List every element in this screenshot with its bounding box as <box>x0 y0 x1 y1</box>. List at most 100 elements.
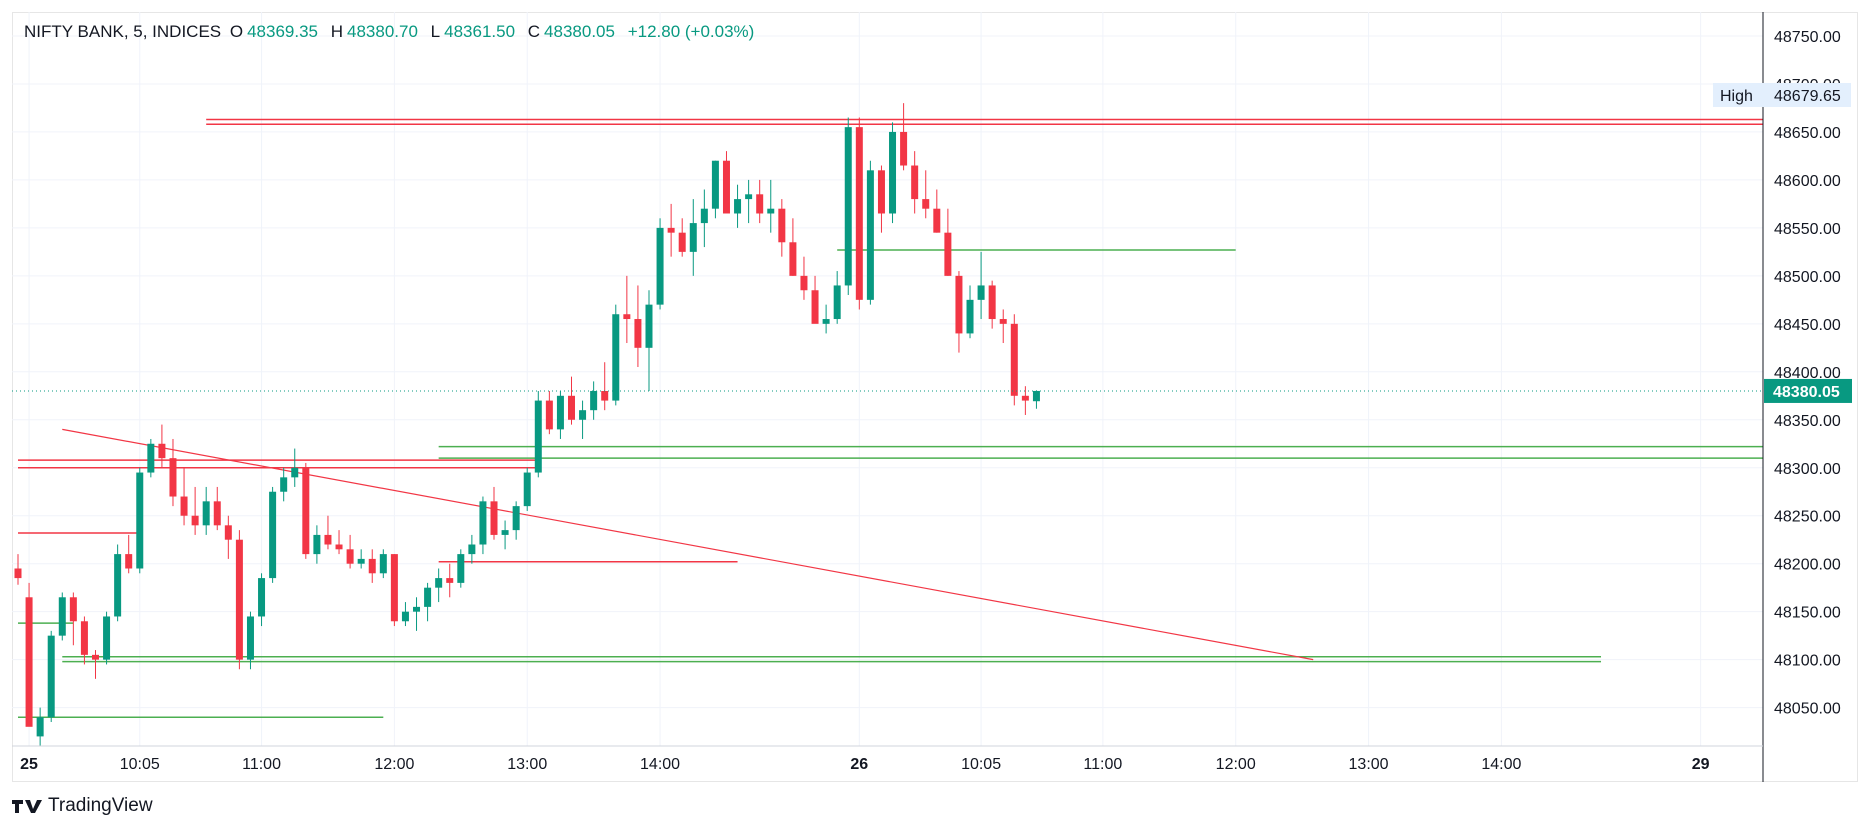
price-tick: 48550.00 <box>1774 221 1841 238</box>
candle <box>47 630 55 723</box>
candle-body <box>711 160 719 209</box>
trend-line[interactable] <box>62 428 1314 661</box>
price-tick: 48200.00 <box>1774 557 1841 574</box>
grid-lines <box>12 12 1763 746</box>
open-value-group: O 48369.35 <box>230 22 322 41</box>
candle-body <box>147 443 155 473</box>
candle <box>169 438 177 507</box>
candle <box>667 203 675 257</box>
candle <box>313 525 321 564</box>
candle <box>833 271 841 324</box>
candle-body <box>944 232 952 276</box>
candle <box>645 290 653 391</box>
candle <box>69 592 77 646</box>
candle-body <box>579 410 587 420</box>
high-key: H <box>330 22 344 41</box>
time-tick: 14:00 <box>1481 756 1521 773</box>
candle-body <box>390 554 398 622</box>
candle <box>413 597 421 631</box>
candle <box>191 486 199 535</box>
candle <box>656 218 664 310</box>
last-price-label: 48380.05 <box>1773 384 1840 401</box>
candle <box>579 400 587 439</box>
last-price-bg <box>1764 378 1852 403</box>
candle-body <box>590 390 598 411</box>
candle-body <box>756 194 764 214</box>
time-tick: 10:05 <box>120 756 160 773</box>
price-axis[interactable]: 48750.0048700.0048650.0048600.0048550.00… <box>1774 29 1841 718</box>
chart-frame <box>12 12 1858 782</box>
candle <box>235 530 243 670</box>
time-tick: 29 <box>1692 756 1710 773</box>
brand-name: TradingView <box>48 795 153 816</box>
candle-body <box>789 242 797 276</box>
candle-body <box>180 496 188 516</box>
candle <box>125 534 133 574</box>
candle-body <box>734 199 742 214</box>
price-tick: 48350.00 <box>1774 413 1841 430</box>
candle-body <box>667 227 675 233</box>
candle <box>25 582 33 727</box>
candle <box>213 486 221 531</box>
candle-body <box>977 285 985 300</box>
candle-body <box>25 597 33 727</box>
candle-body <box>966 299 974 334</box>
time-tick: 11:00 <box>1083 756 1122 773</box>
candle-body <box>545 400 553 430</box>
candle-body <box>479 501 487 545</box>
candle-body <box>678 232 686 252</box>
price-chart[interactable]: 48750.0048700.0048650.0048600.0048550.00… <box>0 0 1870 790</box>
candle <box>944 208 952 276</box>
time-tick: 12:00 <box>374 756 414 773</box>
candle-body <box>689 223 697 252</box>
candle <box>855 117 863 310</box>
price-tick: 48450.00 <box>1774 317 1841 334</box>
close-key: C <box>527 22 541 41</box>
candle <box>590 381 598 420</box>
candle <box>346 534 354 569</box>
candle-body <box>291 467 299 478</box>
candle <box>14 554 22 585</box>
candle-body <box>855 127 863 300</box>
candle-body <box>556 395 564 430</box>
candle <box>811 275 819 324</box>
candle-body <box>612 314 620 401</box>
time-axis[interactable]: 25 10:05 11:00 12:00 13:00 14:00 26 10:05 11:00 1… <box>20 756 1709 773</box>
candle-body <box>258 578 266 617</box>
candle <box>180 467 188 526</box>
candle-body <box>136 472 144 569</box>
candle-body <box>313 534 321 555</box>
candle-body <box>368 558 376 574</box>
candle <box>711 160 719 219</box>
candle-body <box>224 525 232 540</box>
close-value: 48380.05 <box>544 22 615 41</box>
candle-body <box>346 549 354 564</box>
candle-body <box>722 160 730 214</box>
candle-body <box>512 506 520 531</box>
price-tick: 48300.00 <box>1774 461 1841 478</box>
price-tick: 48150.00 <box>1774 605 1841 622</box>
candle <box>866 160 874 305</box>
open-key: O <box>229 22 244 41</box>
candle-body <box>700 208 708 224</box>
candle <box>789 218 797 276</box>
candle-body <box>501 530 509 535</box>
candle <box>114 544 122 622</box>
footer-brand[interactable]: TradingView <box>12 795 153 817</box>
candle-body <box>833 285 841 320</box>
high-marker: High 48679.65 <box>1713 83 1851 107</box>
candle-body <box>999 319 1007 324</box>
candle-body <box>745 194 753 200</box>
candle-body <box>457 554 465 583</box>
candle-body <box>490 501 498 535</box>
candle-body <box>767 208 775 214</box>
candle <box>468 534 476 564</box>
price-tick: 48650.00 <box>1774 125 1841 142</box>
symbol-name[interactable]: NIFTY BANK, 5, INDICES <box>24 22 222 41</box>
candle-body <box>568 395 575 420</box>
candle <box>36 707 44 746</box>
candle-body <box>889 131 897 214</box>
time-tick: 13:00 <box>1349 756 1389 773</box>
candle-body <box>911 165 919 200</box>
candle <box>1032 390 1040 409</box>
